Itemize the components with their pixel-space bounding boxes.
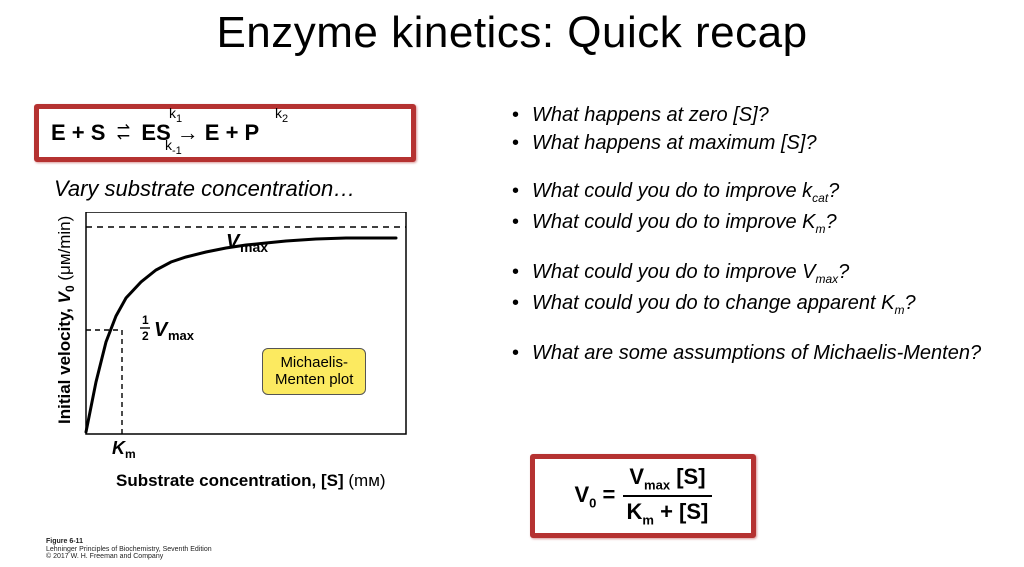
question: What could you do to improve Vmax? [510, 259, 1010, 288]
svg-text:Initial velocity, V0 (μᴍ/min): Initial velocity, V0 (μᴍ/min) [55, 216, 77, 424]
rate-k-minus-1: k-1 [165, 137, 182, 157]
question: What happens at maximum [S]? [510, 130, 1010, 156]
michaelis-menten-chart: V max 1 2 V max K m Substrate concentrat… [46, 212, 416, 532]
svg-text:Substrate concentration, [S] (: Substrate concentration, [S] (mᴍ) [116, 471, 386, 490]
reaction-rhs: E + P [205, 120, 259, 146]
question: What are some assumptions of Michaelis-M… [510, 340, 1010, 366]
svg-text:max: max [240, 239, 268, 255]
mm-equation-box: V0 = Vmax [S] Km + [S] [530, 454, 756, 538]
figure-caption: Figure 6-11 Lehninger Principles of Bioc… [46, 538, 212, 561]
equation-lhs: V0 = [574, 482, 615, 510]
rate-k2: k2 [275, 105, 288, 125]
svg-text:2: 2 [142, 329, 149, 343]
reaction-lhs: E + S [51, 120, 105, 146]
page-title: Enzyme kinetics: Quick recap [0, 8, 1024, 58]
question: What could you do to improve Km? [510, 209, 1010, 238]
svg-text:1: 1 [142, 313, 149, 327]
rate-k1: k1 [169, 105, 182, 125]
equation-fraction: Vmax [S] Km + [S] [623, 464, 711, 528]
reversible-arrow: ⇀ ↽ [109, 118, 137, 148]
reaction-equation-box: E + S ⇀ ↽ ES → E + P k1 k-1 k2 [34, 104, 416, 162]
svg-text:m: m [125, 447, 136, 461]
slide: Enzyme kinetics: Quick recap E + S ⇀ ↽ E… [0, 0, 1024, 567]
plot-callout: Michaelis- Menten plot [262, 348, 366, 395]
question-list: What happens at zero [S]? What happens a… [510, 100, 1010, 388]
question: What could you do to improve kcat? [510, 178, 1010, 207]
question: What could you do to change apparent Km? [510, 290, 1010, 319]
subtitle: Vary substrate concentration… [54, 176, 355, 202]
question: What happens at zero [S]? [510, 102, 1010, 128]
svg-text:V: V [226, 231, 241, 253]
svg-text:max: max [168, 328, 195, 343]
svg-text:V: V [154, 319, 169, 341]
